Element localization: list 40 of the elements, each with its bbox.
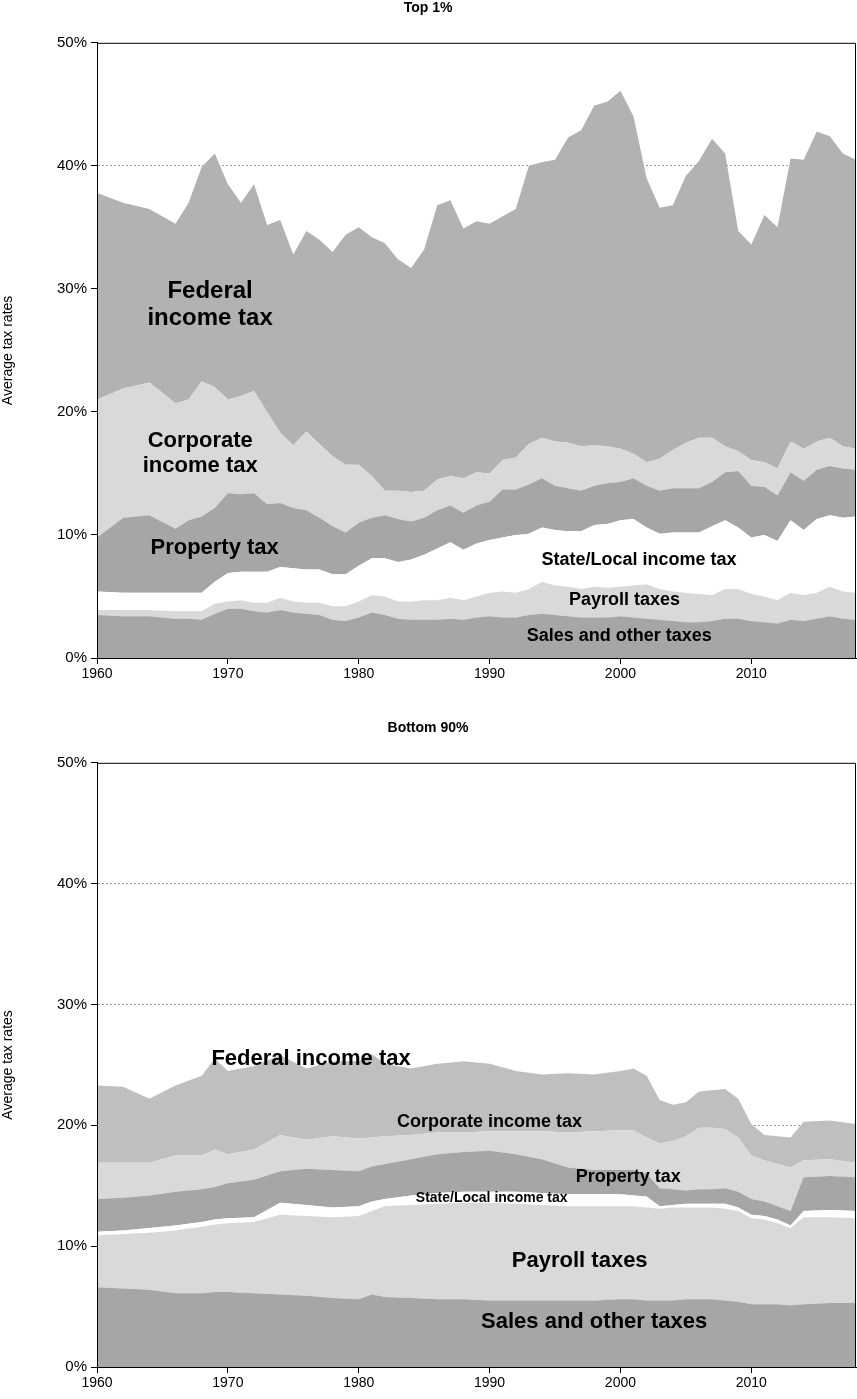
x-tick-label: 2010 — [735, 665, 768, 682]
y-tick-label: 20% — [56, 1115, 87, 1133]
series-label: Corporate income tax — [396, 1111, 582, 1132]
x-tick-label: 1960 — [81, 665, 113, 682]
x-tick-label: 1980 — [343, 665, 375, 682]
y-tick-label: 0% — [65, 648, 87, 666]
y-tick-label: 0% — [65, 1357, 87, 1375]
series-label: State/Local income tax — [541, 549, 737, 570]
x-tick-label: 2000 — [604, 1374, 637, 1391]
y-tick-label: 10% — [56, 525, 87, 543]
x-tick-label: 2010 — [735, 1374, 768, 1391]
series-label: Property tax — [575, 1166, 681, 1187]
y-tick-label: 30% — [56, 994, 87, 1012]
x-tick-label: 1980 — [343, 1374, 375, 1391]
x-tick-label: 1970 — [212, 1374, 244, 1391]
chart-title: Bottom 90% — [387, 719, 469, 736]
y-axis-title: Average tax rates — [0, 295, 16, 406]
series-label: Payroll taxes — [511, 1246, 648, 1272]
series-label: Federal income tax — [211, 1044, 412, 1070]
y-tick-label: 20% — [56, 402, 87, 420]
x-tick-label: 1990 — [474, 665, 506, 682]
y-tick-label: 50% — [56, 32, 87, 50]
y-tick-label: 50% — [56, 752, 87, 770]
x-tick-label: 1960 — [81, 1374, 113, 1391]
series-label: Sales and other taxes — [526, 624, 712, 645]
y-tick-label: 30% — [56, 279, 87, 297]
series-label: Federal income tax — [147, 275, 274, 331]
series-label: Property tax — [150, 533, 280, 559]
x-tick-label: 1990 — [474, 1374, 506, 1391]
series-label: Corporate income tax — [142, 427, 259, 478]
y-tick-label: 40% — [56, 155, 87, 173]
x-tick-label: 1970 — [212, 665, 244, 682]
y-tick-label: 40% — [56, 873, 87, 891]
x-tick-label: 2000 — [604, 665, 637, 682]
series-label: Payroll taxes — [568, 589, 681, 610]
y-tick-label: 10% — [56, 1236, 87, 1254]
series-label: Sales and other taxes — [481, 1308, 708, 1334]
series-label: State/Local income tax — [415, 1189, 568, 1206]
chart-title: Top 1% — [403, 0, 453, 16]
y-axis-title: Average tax rates — [0, 1010, 16, 1120]
